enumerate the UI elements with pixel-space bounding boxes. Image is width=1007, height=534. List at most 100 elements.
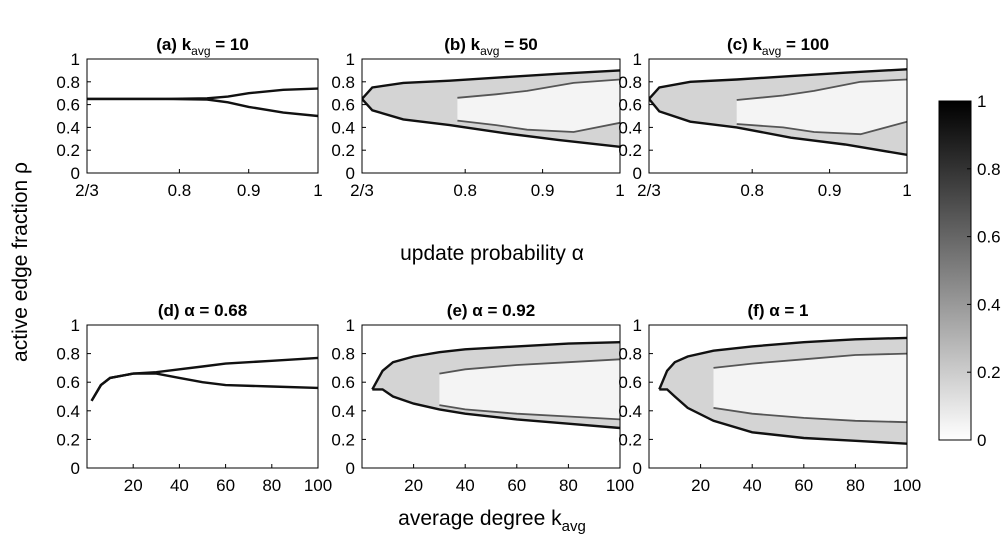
panel-title-rest: = 50 — [499, 35, 537, 54]
y-tick-label: 0.6 — [618, 373, 642, 392]
panel-f-title: (f) α = 1 — [748, 301, 809, 320]
panel-frame — [648, 58, 908, 174]
y-tick-label: 0.2 — [618, 141, 642, 160]
y-tick-label: 0.8 — [56, 345, 80, 364]
upper-branch — [362, 69, 620, 100]
upper-branch — [87, 87, 318, 101]
lower-branch — [659, 388, 907, 445]
panel-title-sub: avg — [762, 44, 781, 58]
colorbar-gradient — [938, 100, 972, 441]
y-tick-label: 0 — [633, 164, 642, 183]
y-tick-label: 0 — [346, 164, 355, 183]
lower-branch — [649, 98, 907, 156]
y-tick-label: 0.2 — [56, 141, 80, 160]
panel-title-sub: avg — [191, 44, 210, 58]
y-tick-label: 0 — [71, 164, 80, 183]
panel-d-title: (d) α = 0.68 — [158, 301, 247, 320]
panel-title-main: (c) k — [727, 35, 763, 54]
y-tick-label: 0.2 — [618, 430, 642, 449]
panel-b: (b) kavg = 50 0 0.2 0.4 0.6 0.8 1 2/3 0.8 0.9 1 — [331, 35, 624, 200]
upper-branch — [658, 336, 907, 390]
lower-branch — [362, 98, 620, 148]
panel-title-rest: = 10 — [211, 35, 249, 54]
x-tick-label: 0.8 — [740, 181, 764, 200]
x-tick-label: 0.9 — [818, 181, 842, 200]
y-tick-label: 0.8 — [331, 73, 355, 92]
panel-title-main: (a) k — [156, 35, 192, 54]
x-axis-label-bottom-main: average degree k — [398, 507, 562, 530]
x-tick-label: 1 — [902, 181, 911, 200]
branch-band-inner — [457, 79, 620, 132]
y-tick-label: 1 — [71, 316, 80, 335]
x-tick-label: 80 — [262, 476, 281, 495]
x-tick-label: 1 — [313, 181, 322, 200]
panel-title-main: (f) α = 1 — [748, 301, 809, 320]
x-tick-label: 20 — [404, 476, 423, 495]
colorbar-tick-label: 0 — [977, 431, 986, 450]
y-tick-label: 0.4 — [331, 118, 355, 137]
x-tick-label: 2/3 — [75, 181, 99, 200]
y-tick-label: 1 — [633, 50, 642, 69]
panel-frame — [648, 324, 908, 469]
y-tick-label: 0.4 — [56, 402, 80, 421]
x-tick-label: 0.9 — [531, 181, 555, 200]
panel-c-title: (c) kavg = 100 — [727, 35, 829, 58]
panel-b-title: (b) kavg = 50 — [444, 35, 538, 58]
colorbar: 0 0.2 0.4 0.6 0.8 1 — [938, 92, 1001, 450]
y-tick-label: 0.2 — [56, 430, 80, 449]
x-tick-label: 40 — [170, 476, 189, 495]
colorbar-tick-label: 0.6 — [977, 228, 1001, 247]
x-tick-label: 1 — [615, 181, 624, 200]
x-tick-label: 2/3 — [637, 181, 661, 200]
lower-branch — [87, 97, 318, 118]
lower-branch — [713, 407, 907, 424]
panel-f: (f) α = 1 0 0.2 0.4 0.6 0.8 1 20 40 60 80 100 — [618, 301, 921, 495]
x-tick-label: 60 — [216, 476, 235, 495]
y-tick-label: 0.2 — [331, 141, 355, 160]
lower-branch — [90, 372, 318, 402]
x-tick-label: 60 — [794, 476, 813, 495]
x-tick-label: 100 — [893, 476, 921, 495]
y-tick-label: 0.6 — [618, 96, 642, 115]
panel-frame — [361, 324, 621, 469]
upper-branch — [90, 356, 318, 402]
y-tick-label: 0.6 — [331, 373, 355, 392]
panel-c: (c) kavg = 100 0 0.2 0.4 0.6 0.8 1 2/3 0.8 0.9 1 — [618, 35, 911, 200]
x-tick-label: 0.9 — [237, 181, 261, 200]
y-tick-label: 0.4 — [331, 402, 355, 421]
lower-branch — [457, 119, 620, 133]
x-tick-label: 40 — [456, 476, 475, 495]
y-tick-label: 0.4 — [56, 118, 80, 137]
branch-band-inner — [713, 353, 907, 423]
y-tick-label: 0.8 — [618, 73, 642, 92]
upper-branch — [457, 78, 620, 99]
upper-branch — [736, 78, 907, 101]
x-tick-label: 40 — [743, 476, 762, 495]
y-tick-label: 0.8 — [331, 345, 355, 364]
x-tick-label: 0.8 — [168, 181, 192, 200]
x-tick-label: 2/3 — [350, 181, 374, 200]
colorbar-tick-label: 0.4 — [977, 295, 1001, 314]
y-tick-label: 0 — [71, 459, 80, 478]
colorbar-tick-label: 0.2 — [977, 363, 1001, 382]
y-tick-label: 0.6 — [331, 96, 355, 115]
y-tick-label: 0.8 — [618, 345, 642, 364]
y-tick-label: 0.2 — [331, 430, 355, 449]
panel-title-sub: avg — [480, 44, 499, 58]
x-axis-label-bottom: average degree kavg — [398, 507, 586, 534]
y-tick-label: 1 — [346, 50, 355, 69]
y-tick-label: 0.4 — [618, 118, 642, 137]
upper-branch — [713, 352, 907, 369]
y-tick-label: 0.6 — [56, 96, 80, 115]
panel-a-title: (a) kavg = 10 — [156, 35, 249, 58]
y-tick-label: 0.6 — [56, 373, 80, 392]
y-tick-label: 0 — [633, 459, 642, 478]
x-tick-label: 60 — [507, 476, 526, 495]
panel-title-main: (e) α = 0.92 — [447, 301, 535, 320]
upper-branch — [649, 68, 907, 100]
panel-title-main: (d) α = 0.68 — [158, 301, 247, 320]
y-axis-label: active edge fraction ρ — [9, 162, 32, 362]
x-tick-label: 80 — [846, 476, 865, 495]
x-axis-label-bottom-sub: avg — [562, 518, 586, 534]
